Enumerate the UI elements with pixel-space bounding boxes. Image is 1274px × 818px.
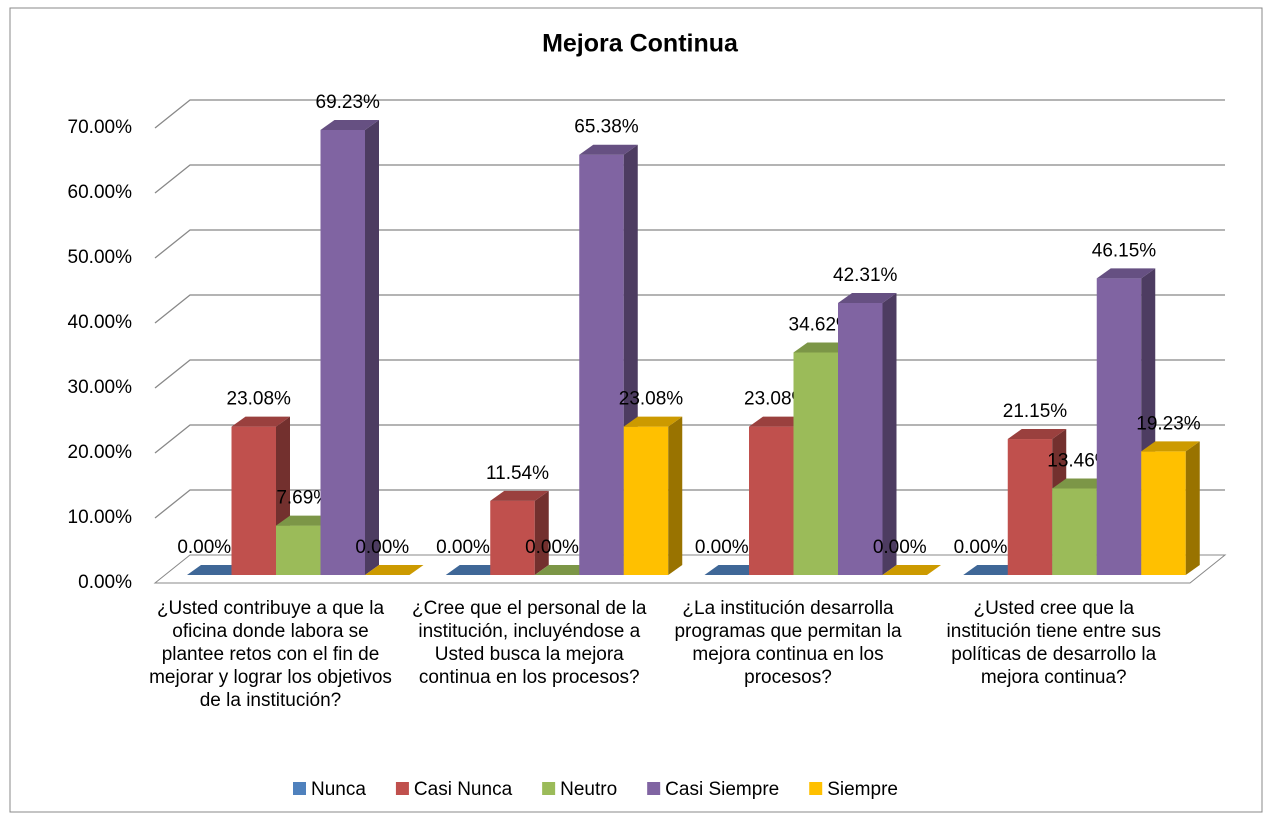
value-label: 0.00% <box>873 537 927 558</box>
grid-line <box>154 99 1225 129</box>
bar-front <box>838 303 883 575</box>
bar-top <box>1096 268 1156 279</box>
legend-swatch <box>293 782 306 795</box>
value-label: 21.15% <box>1003 401 1068 422</box>
value-label: 69.23% <box>316 92 381 113</box>
bar-top <box>704 565 763 575</box>
bar-front <box>1007 439 1053 575</box>
bar-top <box>749 416 808 427</box>
value-label: 23.08% <box>227 389 292 410</box>
bar-front <box>1141 451 1186 575</box>
legend-label: Nunca <box>311 779 366 800</box>
legend-swatch <box>395 782 409 795</box>
bar-top <box>963 565 1022 575</box>
bar-side <box>668 416 683 575</box>
x-tick-label: ¿Usted contribuye a que la oficina donde… <box>149 598 392 711</box>
bar-top <box>320 119 379 130</box>
bar-top <box>623 416 683 427</box>
y-tick-label: 10.00% <box>68 507 133 528</box>
value-label: 65.38% <box>574 117 639 138</box>
chart-title: Mejora Continua <box>542 30 739 58</box>
bar-top <box>365 565 424 575</box>
bar-top <box>276 515 335 526</box>
y-tick-label: 0.00% <box>78 572 132 593</box>
value-label: 34.62% <box>789 314 854 335</box>
bar-front <box>623 426 669 575</box>
value-label: 13.46% <box>1047 450 1112 471</box>
bar-side <box>534 490 549 575</box>
bar-top <box>793 342 852 353</box>
bar-front <box>320 129 365 575</box>
y-tick-label: 30.00% <box>68 377 133 398</box>
floor <box>153 554 1227 584</box>
value-label: 0.00% <box>355 537 409 558</box>
value-label: 0.00% <box>954 537 1008 558</box>
value-label: 23.08% <box>744 389 809 410</box>
value-label: 0.00% <box>695 537 749 558</box>
legend-label: Siempre <box>827 779 898 800</box>
value-label: 46.15% <box>1092 240 1157 261</box>
value-label: 7.69% <box>276 488 330 509</box>
bar-top <box>1141 441 1200 452</box>
legend-label: Casi Siempre <box>665 779 779 800</box>
x-tick-label: ¿Usted cree que la institución tiene ent… <box>946 598 1161 688</box>
y-tick-label: 20.00% <box>68 442 133 463</box>
bar-front <box>276 525 321 575</box>
bar-front <box>579 154 624 575</box>
bar-top <box>231 416 290 427</box>
bar-top <box>838 293 897 304</box>
bar-side <box>365 119 379 575</box>
bar-front <box>490 500 535 575</box>
y-tick-label: 60.00% <box>68 182 133 203</box>
y-tick-label: 70.00% <box>68 117 133 138</box>
y-tick-label: 40.00% <box>68 312 133 333</box>
bar-front <box>1052 488 1097 575</box>
bar-top <box>579 144 638 155</box>
bar-side <box>1185 441 1200 575</box>
grid-line <box>154 229 1225 259</box>
x-tick-label: ¿Cree que el personal de la institución,… <box>412 598 647 688</box>
bar-top <box>490 490 549 501</box>
bar-side <box>882 293 897 575</box>
y-tick-label: 50.00% <box>68 247 133 268</box>
bar-front <box>793 352 838 575</box>
bar-top <box>445 565 505 575</box>
value-label: 19.23% <box>1136 413 1201 434</box>
bar-front <box>231 426 276 575</box>
value-label: 23.08% <box>619 389 684 410</box>
bar-top <box>187 565 246 575</box>
legend-swatch <box>809 782 823 795</box>
value-label: 0.00% <box>177 537 231 558</box>
grid-line <box>154 164 1225 194</box>
bar-front <box>749 426 794 575</box>
value-label: 0.00% <box>436 537 490 558</box>
bar-top <box>1052 478 1111 489</box>
legend-label: Neutro <box>560 779 617 800</box>
value-label: 42.31% <box>833 265 898 286</box>
legend-label: Casi Nunca <box>414 779 513 800</box>
bar-front <box>1096 278 1142 575</box>
bar-top <box>1007 429 1067 440</box>
value-label: 0.00% <box>525 537 579 558</box>
legend-swatch <box>647 782 661 795</box>
value-label: 11.54% <box>486 463 549 484</box>
legend-swatch <box>542 782 556 795</box>
bar-top <box>534 565 594 575</box>
bar-top <box>882 565 941 575</box>
x-tick-label: ¿La institución desarrolla programas que… <box>674 598 902 688</box>
